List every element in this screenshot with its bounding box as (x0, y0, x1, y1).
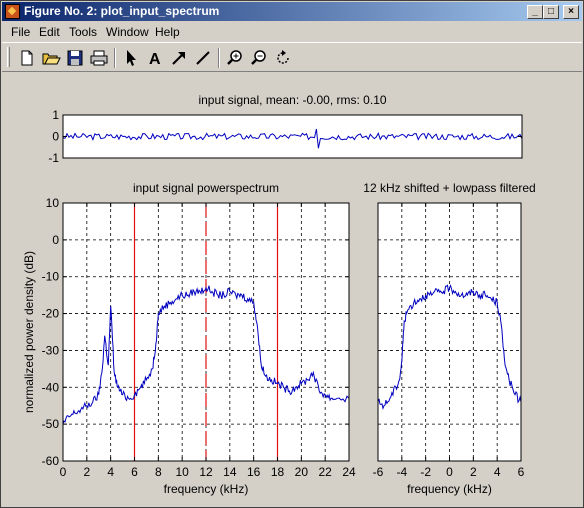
axes-2-title: input signal powerspectrum (133, 181, 279, 195)
close-button[interactable]: × (563, 5, 579, 19)
minimize-button[interactable]: _ (527, 5, 543, 19)
rotate-3d-icon[interactable] (273, 48, 293, 68)
y-tick-label: 10 (46, 196, 60, 210)
x-tick-label: 10 (175, 465, 189, 479)
toolbar-separator (218, 48, 220, 68)
x-tick-label: 16 (247, 465, 261, 479)
x-tick-label: 22 (318, 465, 332, 479)
menu-window[interactable]: Window (106, 25, 149, 39)
x-tick-label: -6 (373, 465, 384, 479)
x-tick-label: 6 (131, 465, 138, 479)
x-tick-label: 4 (107, 465, 114, 479)
y-tick-label: -10 (42, 270, 60, 284)
menu-edit[interactable]: Edit (39, 25, 60, 39)
x-tick-label: 0 (60, 465, 67, 479)
x-tick-label: -4 (396, 465, 407, 479)
window-title: Figure No. 2: plot_input_spectrum (24, 4, 220, 18)
y-tick-label: -30 (42, 343, 60, 357)
time-signal-trace (62, 128, 523, 149)
axes-1-title: input signal, mean: -0.00, rms: 0.10 (198, 93, 386, 107)
open-folder-icon[interactable] (41, 48, 61, 68)
x-tick-label: 18 (271, 465, 285, 479)
y-tick-label: -40 (42, 380, 60, 394)
insert-arrow-icon[interactable] (169, 48, 189, 68)
menu-help[interactable]: Help (155, 25, 180, 39)
toolbar-grip[interactable] (7, 47, 10, 67)
axes-2-xlabel: frequency (kHz) (164, 482, 249, 496)
x-tick-label: 24 (342, 465, 356, 479)
toolbar: A (2, 42, 582, 72)
y-tick-label: 0 (52, 233, 59, 247)
x-tick-label: 6 (518, 465, 525, 479)
x-tick-label: 8 (155, 465, 162, 479)
x-tick-label: 14 (223, 465, 237, 479)
y-tick-label: -20 (42, 307, 60, 321)
menu-bar: File Edit Tools Window Help (2, 22, 582, 42)
spectrum-trace (377, 284, 522, 411)
insert-line-icon[interactable] (193, 48, 213, 68)
y-tick-label: 0 (52, 130, 59, 144)
x-tick-label: 2 (83, 465, 90, 479)
print-icon[interactable] (89, 48, 109, 68)
text-tool-label: A (149, 51, 161, 68)
y-tick-label: -60 (42, 454, 60, 468)
x-tick-label: -2 (420, 465, 431, 479)
x-tick-label: 2 (470, 465, 477, 479)
save-disk-icon[interactable] (65, 48, 85, 68)
new-document-icon[interactable] (17, 48, 37, 68)
x-tick-label: 0 (446, 465, 453, 479)
menu-tools[interactable]: Tools (69, 25, 98, 39)
select-arrow-icon[interactable] (121, 48, 141, 68)
zoom-in-icon[interactable] (225, 48, 245, 68)
maximize-button[interactable]: □ (543, 5, 559, 19)
y-tick-label: -1 (48, 151, 59, 165)
x-tick-label: 12 (199, 465, 213, 479)
x-tick-label: 20 (295, 465, 309, 479)
y-tick-label: -50 (42, 417, 60, 431)
matlab-icon (5, 4, 20, 19)
axes-2-ylabel: normalized power density (dB) (22, 251, 36, 413)
spectrum-trace (62, 285, 350, 425)
insert-text-icon[interactable]: A (145, 48, 165, 68)
x-tick-label: 4 (494, 465, 501, 479)
zoom-out-icon[interactable] (249, 48, 269, 68)
axes-1-background (63, 115, 522, 158)
axes-3-title: 12 kHz shifted + lowpass filtered (363, 181, 535, 195)
toolbar-separator (114, 48, 116, 68)
axes-3-xlabel: frequency (kHz) (407, 482, 492, 496)
figure-area: 1 0 -1 input signal, mean: -0.00, rms: 0.10… (2, 72, 582, 506)
title-bar[interactable]: Figure No. 2: plot_input_spectrum _ □ × (2, 2, 582, 21)
y-tick-label: 1 (52, 108, 59, 122)
menu-file[interactable]: File (11, 25, 31, 39)
